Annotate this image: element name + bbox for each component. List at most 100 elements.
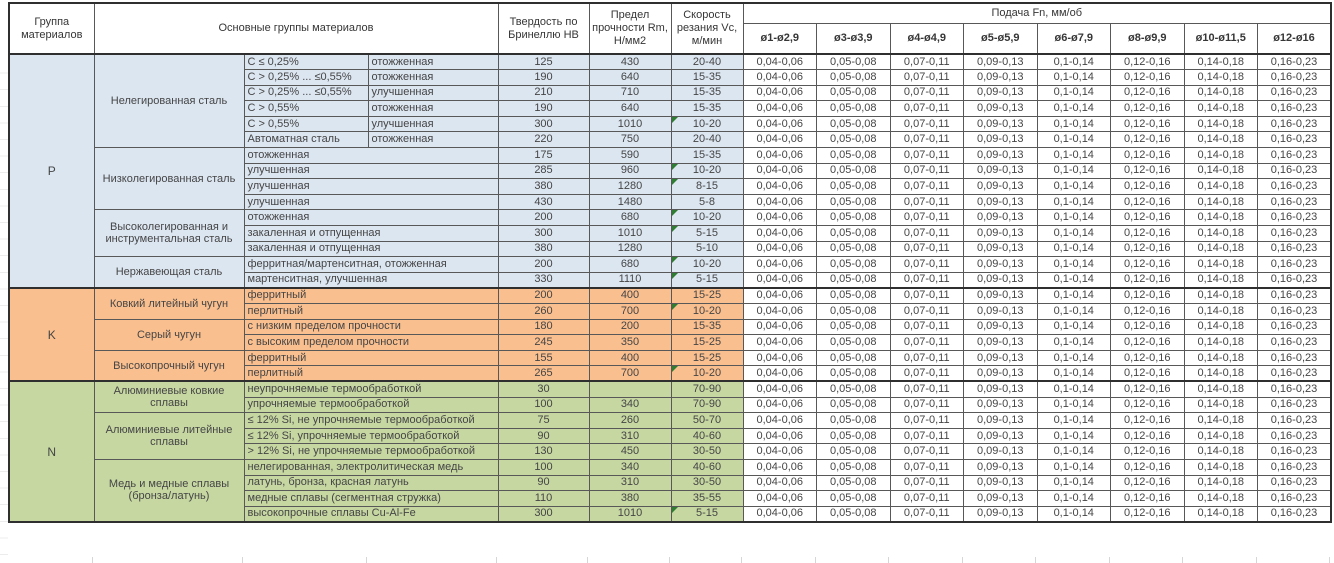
cell-cutting-speed-vc[interactable]: 10-20 [670,115,744,133]
cell-feed-value[interactable]: 0,05-0,08 [816,286,891,304]
cell-material-description[interactable]: высокопрочные сплавы Cu-Al-Fe [243,505,499,523]
cell-feed-value[interactable]: 0,14-0,18 [1183,69,1258,86]
cell-material-group-name[interactable]: Алюминиевые литейные сплавы [93,412,245,460]
cell-material-description[interactable]: перлитный [243,365,499,382]
cell-feed-value[interactable]: 0,05-0,08 [816,69,891,86]
cell-feed-value[interactable]: 0,1-0,14 [1036,303,1111,320]
cell-feed-value[interactable]: 0,12-0,16 [1110,147,1185,164]
cell-hardness-hb[interactable]: 380 [497,178,590,195]
cell-cutting-speed-vc[interactable]: 40-60 [670,458,744,476]
cell-feed-value[interactable]: 0,16-0,23 [1257,69,1332,86]
cell-feed-value[interactable]: 0,14-0,18 [1183,286,1258,304]
cell-carbon-content[interactable]: C > 0,25% ... ≤0,55% [243,84,369,102]
cell-feed-value[interactable]: 0,09-0,13 [963,380,1038,398]
header-diameter-8[interactable]: ø12-ø16 [1257,22,1332,55]
cell-feed-value[interactable]: 0,09-0,13 [963,115,1038,133]
cell-feed-value[interactable]: 0,14-0,18 [1183,443,1258,460]
cell-strength-rm[interactable]: 750 [588,131,672,149]
cell-feed-value[interactable]: 0,14-0,18 [1183,474,1258,492]
cell-feed-value[interactable]: 0,14-0,18 [1183,240,1258,258]
cell-feed-value[interactable]: 0,04-0,06 [742,178,817,195]
cell-material-description[interactable]: закаленная и отпущенная [243,240,499,258]
cell-feed-value[interactable]: 0,1-0,14 [1036,256,1111,273]
cell-feed-value[interactable]: 0,04-0,06 [742,193,817,211]
cell-feed-value[interactable]: 0,07-0,11 [889,318,964,336]
cell-feed-value[interactable]: 0,14-0,18 [1183,303,1258,320]
cell-hardness-hb[interactable]: 285 [497,162,590,180]
cell-feed-value[interactable]: 0,1-0,14 [1036,396,1111,414]
cell-feed-value[interactable]: 0,05-0,08 [816,365,891,382]
cell-feed-value[interactable]: 0,12-0,16 [1110,193,1185,211]
cell-feed-value[interactable]: 0,12-0,16 [1110,443,1185,460]
cell-feed-value[interactable]: 0,07-0,11 [889,53,964,71]
cell-feed-value[interactable]: 0,05-0,08 [816,380,891,398]
cell-feed-value[interactable]: 0,05-0,08 [816,318,891,336]
cell-feed-value[interactable]: 0,1-0,14 [1036,505,1111,523]
cell-feed-value[interactable]: 0,12-0,16 [1110,303,1185,320]
cell-feed-value[interactable]: 0,16-0,23 [1257,349,1332,367]
cell-heat-treatment[interactable]: отожженная [367,131,499,149]
cell-feed-value[interactable]: 0,1-0,14 [1036,193,1111,211]
cell-feed-value[interactable]: 0,04-0,06 [742,53,817,71]
cell-feed-value[interactable]: 0,12-0,16 [1110,505,1185,523]
cell-feed-value[interactable]: 0,16-0,23 [1257,209,1332,227]
cell-material-description[interactable]: ферритный [243,349,499,367]
cell-feed-value[interactable]: 0,14-0,18 [1183,458,1258,476]
cell-feed-value[interactable]: 0,05-0,08 [816,115,891,133]
cell-strength-rm[interactable]: 450 [588,443,672,460]
cell-hardness-hb[interactable]: 300 [497,115,590,133]
cell-feed-value[interactable]: 0,14-0,18 [1183,256,1258,273]
cell-feed-value[interactable]: 0,09-0,13 [963,178,1038,195]
cell-feed-value[interactable]: 0,09-0,13 [963,225,1038,242]
cell-feed-value[interactable]: 0,14-0,18 [1183,225,1258,242]
cell-feed-value[interactable]: 0,07-0,11 [889,458,964,476]
cell-feed-value[interactable]: 0,16-0,23 [1257,443,1332,460]
cell-feed-value[interactable]: 0,14-0,18 [1183,162,1258,180]
cell-feed-value[interactable]: 0,05-0,08 [816,427,891,445]
cell-material-description[interactable]: с низким пределом прочности [243,318,499,336]
header-tensile-strength[interactable]: Предел прочности Rm, Н/мм2 [588,2,672,55]
cell-strength-rm[interactable]: 340 [588,458,672,476]
cell-feed-value[interactable]: 0,14-0,18 [1183,505,1258,523]
cell-strength-rm[interactable]: 350 [588,334,672,351]
cell-feed-value[interactable]: 0,14-0,18 [1183,365,1258,382]
cell-material-group-name[interactable]: Высоколегированная и инструментальная ст… [93,209,245,258]
cell-feed-value[interactable]: 0,09-0,13 [963,490,1038,507]
cell-material-group-name[interactable]: Алюминиевые ковкие сплавы [93,380,245,414]
cell-feed-value[interactable]: 0,05-0,08 [816,162,891,180]
cell-feed-value[interactable]: 0,1-0,14 [1036,115,1111,133]
cell-feed-value[interactable]: 0,09-0,13 [963,443,1038,460]
cell-feed-value[interactable]: 0,16-0,23 [1257,53,1332,71]
cell-feed-value[interactable]: 0,07-0,11 [889,225,964,242]
cell-feed-value[interactable]: 0,12-0,16 [1110,209,1185,227]
header-diameter-5[interactable]: ø6-ø7,9 [1036,22,1111,55]
cell-strength-rm[interactable]: 400 [588,286,672,304]
cell-strength-rm[interactable]: 260 [588,412,672,429]
cell-feed-value[interactable]: 0,09-0,13 [963,84,1038,102]
cell-feed-value[interactable]: 0,05-0,08 [816,458,891,476]
cell-feed-value[interactable]: 0,05-0,08 [816,209,891,227]
cell-feed-value[interactable]: 0,1-0,14 [1036,178,1111,195]
cell-cutting-speed-vc[interactable]: 5-8 [670,193,744,211]
cell-feed-value[interactable]: 0,12-0,16 [1110,178,1185,195]
cell-feed-value[interactable]: 0,16-0,23 [1257,474,1332,492]
cell-feed-value[interactable]: 0,14-0,18 [1183,271,1258,289]
cell-feed-value[interactable]: 0,09-0,13 [963,193,1038,211]
cell-feed-value[interactable]: 0,1-0,14 [1036,365,1111,382]
cell-hardness-hb[interactable]: 155 [497,349,590,367]
cell-heat-treatment[interactable]: улучшенная [367,115,499,133]
cell-carbon-content[interactable]: Автоматная сталь [243,131,369,149]
cell-feed-value[interactable]: 0,09-0,13 [963,147,1038,164]
cell-feed-value[interactable]: 0,12-0,16 [1110,240,1185,258]
cell-feed-value[interactable]: 0,12-0,16 [1110,69,1185,86]
cell-feed-value[interactable]: 0,04-0,06 [742,443,817,460]
header-diameter-2[interactable]: ø3-ø3,9 [816,22,891,55]
cell-strength-rm[interactable]: 640 [588,69,672,86]
cell-feed-value[interactable]: 0,04-0,06 [742,240,817,258]
cell-strength-rm[interactable]: 1280 [588,178,672,195]
cell-feed-value[interactable]: 0,04-0,06 [742,209,817,227]
cell-feed-value[interactable]: 0,12-0,16 [1110,271,1185,289]
cell-hardness-hb[interactable]: 130 [497,443,590,460]
cell-feed-value[interactable]: 0,04-0,06 [742,115,817,133]
cell-feed-value[interactable]: 0,07-0,11 [889,162,964,180]
